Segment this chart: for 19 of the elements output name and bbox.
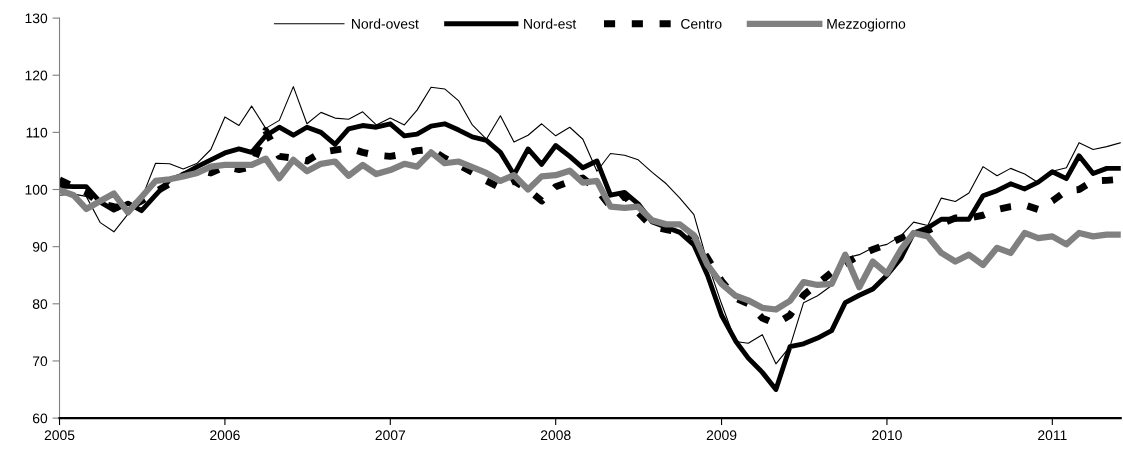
legend-label: Nord-est <box>524 18 577 29</box>
x-tick-label: 2010 <box>872 430 902 441</box>
x-tick-label: 2009 <box>706 430 737 441</box>
x-tick-label: 2005 <box>44 430 75 441</box>
x-tick-label: 2008 <box>540 430 571 441</box>
y-tick-label: 80 <box>32 299 48 309</box>
legend-label: Mezzogiorno <box>827 18 906 32</box>
y-tick-label: 110 <box>26 127 48 138</box>
y-tick-label: 100 <box>25 184 48 195</box>
y-tick-label: 90 <box>32 242 48 252</box>
x-tick-label: 2006 <box>210 430 240 441</box>
y-tick-label: 130 <box>25 13 48 24</box>
y-tick-label: 70 <box>32 356 48 367</box>
legend-label: Nord-ovest <box>352 18 419 29</box>
x-tick-label: 2007 <box>375 430 406 441</box>
legend-label: Centro <box>681 18 722 29</box>
y-tick-label: 60 <box>32 413 48 424</box>
y-tick-label: 120 <box>25 70 48 81</box>
x-tick-label: 2011 <box>1038 430 1067 441</box>
